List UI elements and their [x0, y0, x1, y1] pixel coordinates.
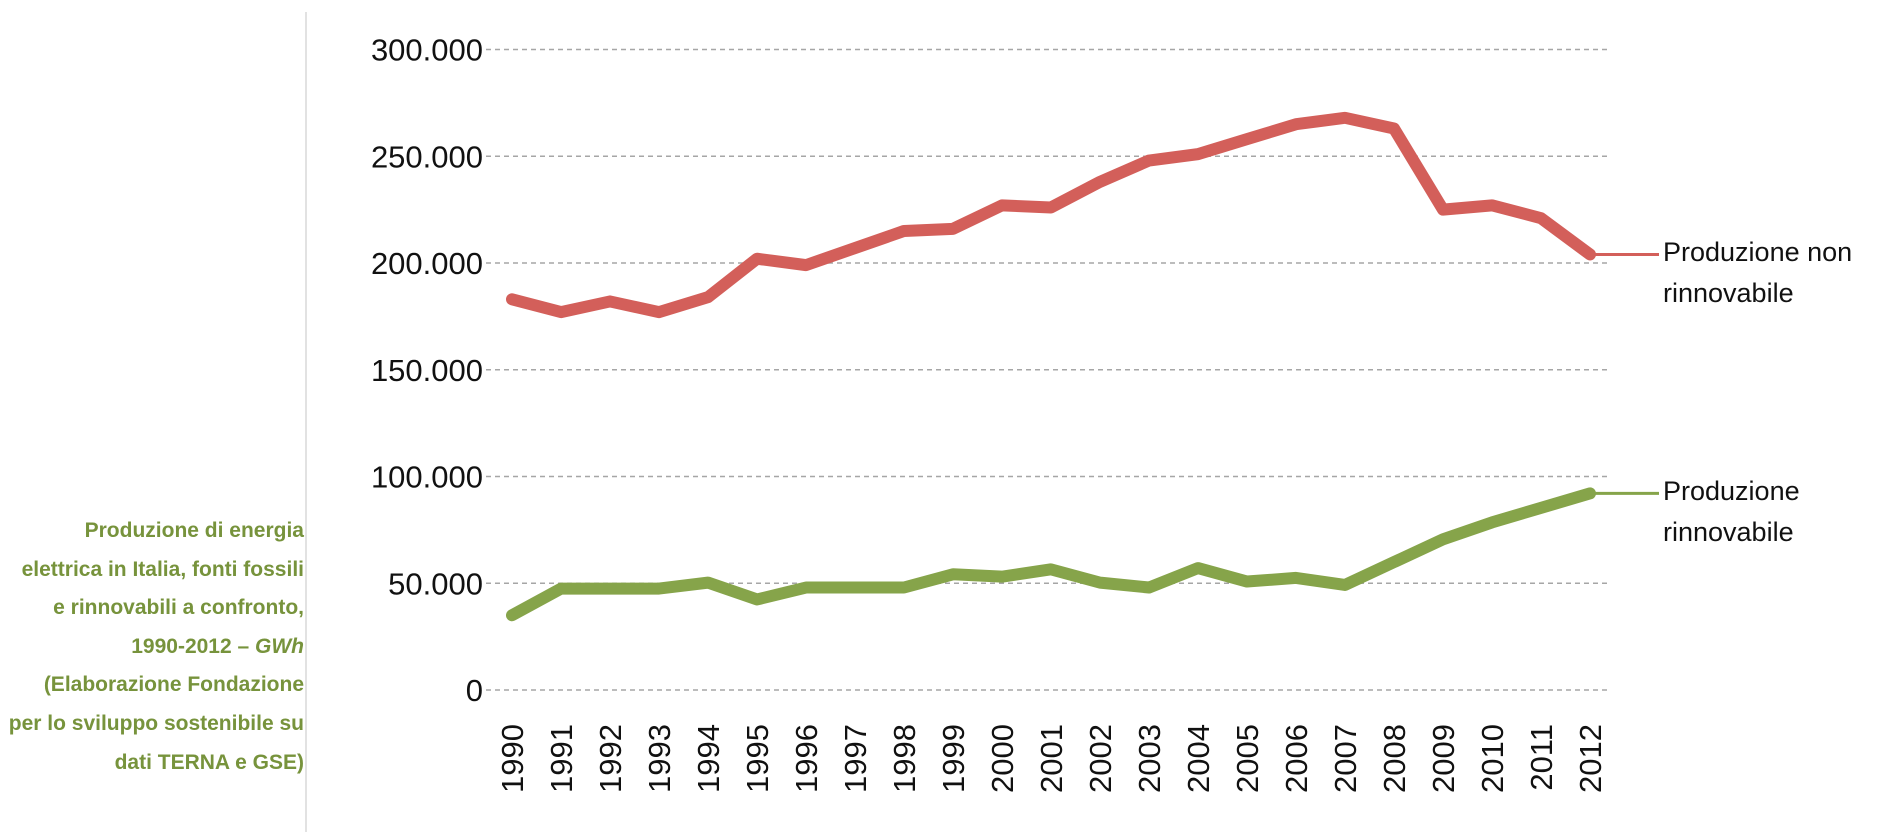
- series-line: [506, 111, 1596, 319]
- y-tick-label: 300.000: [371, 33, 483, 68]
- x-tick-label: 1994: [691, 724, 726, 793]
- x-tick-label: 2011: [1524, 724, 1559, 791]
- x-tick-label: 2009: [1426, 724, 1461, 793]
- series-label: Produzione non rinnovabile: [1663, 237, 1853, 309]
- chart-title: Produzione di energia elettrica in Itali…: [6, 512, 304, 782]
- x-tick-label: 1995: [740, 724, 775, 793]
- x-tick-label: 2010: [1475, 724, 1510, 793]
- y-tick-label: 0: [466, 673, 483, 708]
- series-label: Produzione rinnovabile: [1663, 476, 1800, 548]
- x-tick-label: 1999: [936, 724, 971, 793]
- x-tick-label: 2008: [1377, 724, 1412, 793]
- series-line: [506, 487, 1596, 622]
- x-tick-label: 2001: [1034, 724, 1069, 793]
- x-tick-label: 1998: [887, 724, 922, 793]
- title-run: (Elaborazione Fondazione per lo sviluppo…: [8, 673, 304, 774]
- x-tick-label: 1992: [593, 724, 628, 793]
- x-tick-label: 2003: [1132, 724, 1167, 793]
- x-tick-label: 1991: [544, 724, 579, 793]
- x-tick-label: 2012: [1573, 724, 1608, 793]
- x-tick-label: 2000: [985, 724, 1020, 793]
- x-tick-label: 2002: [1083, 724, 1118, 793]
- x-tick-label: 2004: [1181, 724, 1216, 793]
- x-tick-label: 1997: [838, 724, 873, 793]
- y-tick-label: 100.000: [371, 460, 483, 495]
- y-tick-label: 50.000: [388, 566, 483, 601]
- x-tick-label: 2007: [1328, 724, 1363, 793]
- x-tick-label: 1993: [642, 724, 677, 793]
- y-tick-label: 250.000: [371, 139, 483, 174]
- title-run: Produzione di energia elettrica in Itali…: [21, 519, 304, 658]
- y-tick-label: 150.000: [371, 353, 483, 388]
- title-run: GWh: [255, 634, 304, 658]
- x-tick-label: 2006: [1279, 724, 1314, 793]
- y-tick-label: 200.000: [371, 246, 483, 281]
- x-tick-label: 1996: [789, 724, 824, 793]
- x-tick-label: 1990: [495, 724, 530, 793]
- x-tick-label: 2005: [1230, 724, 1265, 793]
